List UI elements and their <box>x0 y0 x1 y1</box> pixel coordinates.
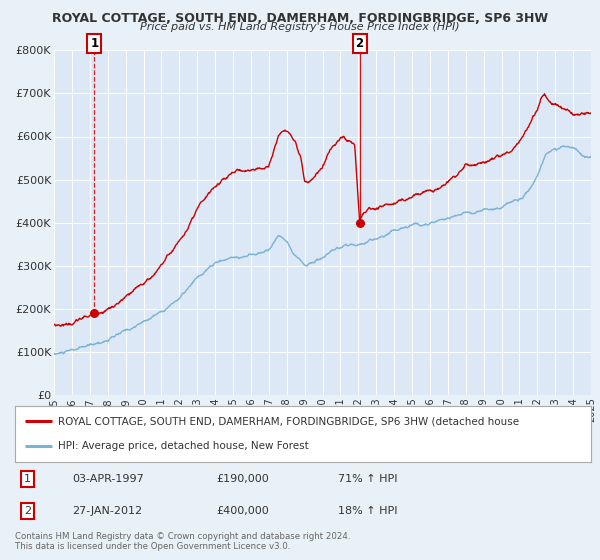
Text: Contains HM Land Registry data © Crown copyright and database right 2024.: Contains HM Land Registry data © Crown c… <box>15 532 350 541</box>
Text: 03-APR-1997: 03-APR-1997 <box>73 474 145 484</box>
Text: This data is licensed under the Open Government Licence v3.0.: This data is licensed under the Open Gov… <box>15 542 290 550</box>
Text: £190,000: £190,000 <box>217 474 269 484</box>
Text: HPI: Average price, detached house, New Forest: HPI: Average price, detached house, New … <box>58 441 309 451</box>
Text: 27-JAN-2012: 27-JAN-2012 <box>73 506 143 516</box>
Text: 1: 1 <box>24 474 31 484</box>
Text: 2: 2 <box>24 506 31 516</box>
Text: £400,000: £400,000 <box>217 506 269 516</box>
Text: 2: 2 <box>355 38 364 50</box>
Text: 18% ↑ HPI: 18% ↑ HPI <box>338 506 397 516</box>
Text: ROYAL COTTAGE, SOUTH END, DAMERHAM, FORDINGBRIDGE, SP6 3HW: ROYAL COTTAGE, SOUTH END, DAMERHAM, FORD… <box>52 12 548 25</box>
Text: ROYAL COTTAGE, SOUTH END, DAMERHAM, FORDINGBRIDGE, SP6 3HW (detached house: ROYAL COTTAGE, SOUTH END, DAMERHAM, FORD… <box>58 416 520 426</box>
Text: Price paid vs. HM Land Registry's House Price Index (HPI): Price paid vs. HM Land Registry's House … <box>140 22 460 32</box>
Text: 71% ↑ HPI: 71% ↑ HPI <box>338 474 397 484</box>
Text: 1: 1 <box>90 38 98 50</box>
